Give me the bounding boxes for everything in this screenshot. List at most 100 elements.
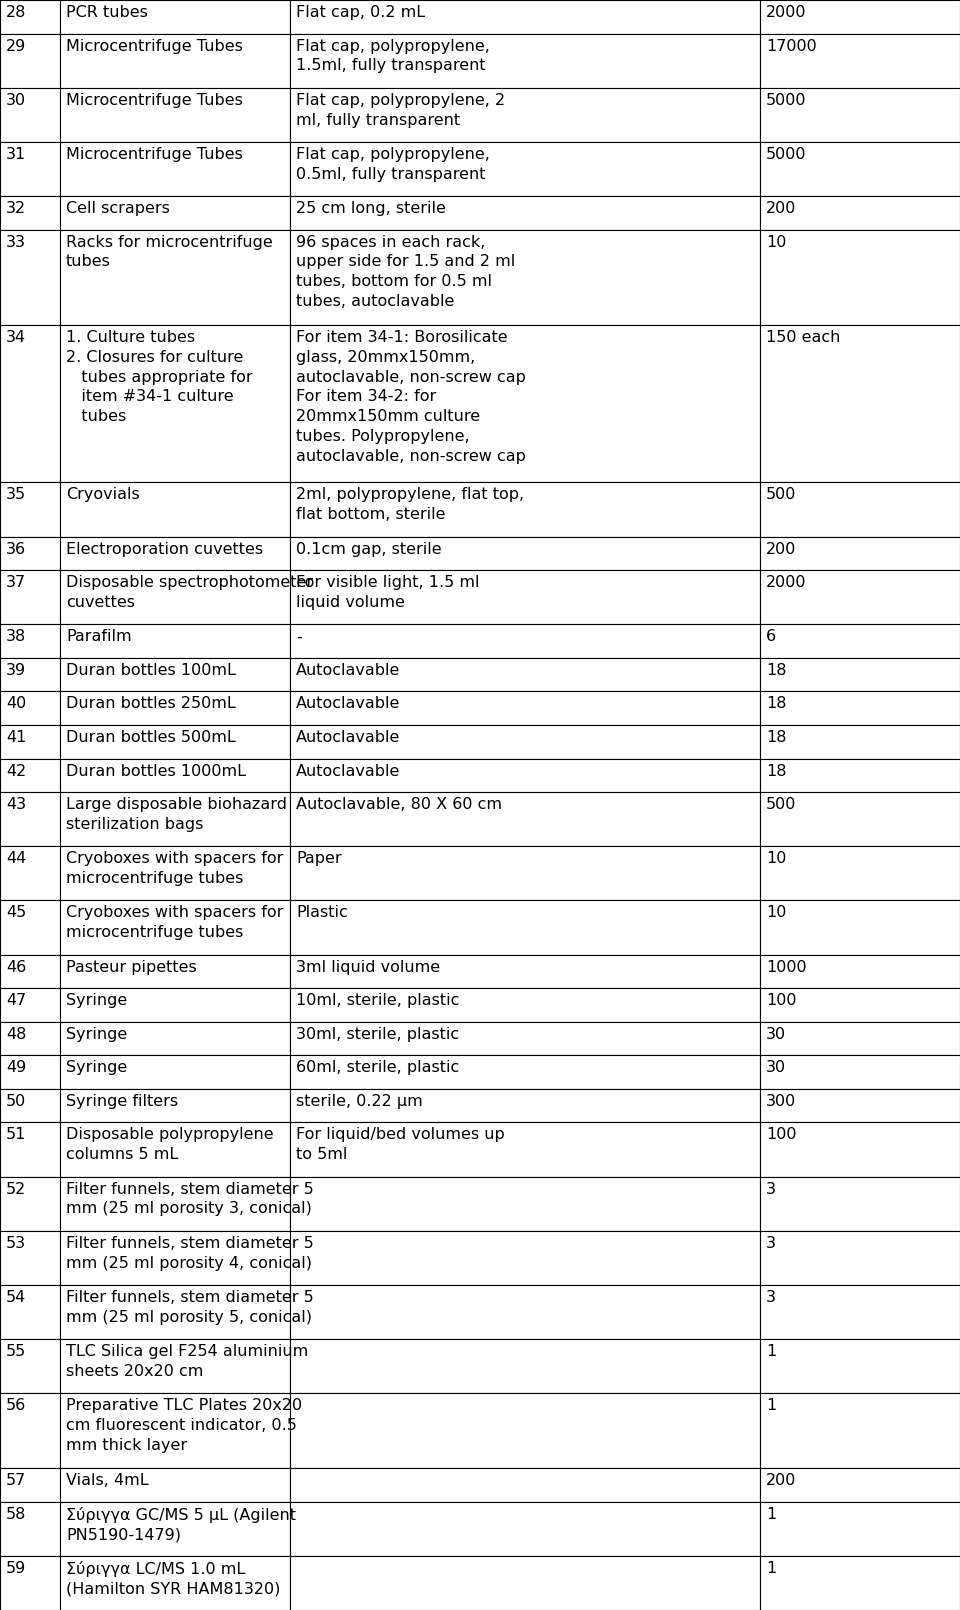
Bar bbox=[60, 1393, 290, 1468]
Bar bbox=[60, 989, 290, 1022]
Text: Microcentrifuge Tubes: Microcentrifuge Tubes bbox=[66, 39, 243, 53]
Text: 1: 1 bbox=[766, 1344, 777, 1359]
Bar bbox=[0, 658, 60, 691]
Text: 55: 55 bbox=[6, 1344, 26, 1359]
Text: 3: 3 bbox=[766, 1290, 776, 1306]
Bar bbox=[760, 1340, 960, 1393]
Bar bbox=[60, 1088, 290, 1122]
Text: 150 each: 150 each bbox=[766, 330, 840, 345]
Text: 47: 47 bbox=[6, 993, 26, 1008]
Text: 1000: 1000 bbox=[766, 960, 806, 974]
Bar bbox=[0, 1340, 60, 1393]
Text: Syringe: Syringe bbox=[66, 993, 128, 1008]
Bar bbox=[0, 724, 60, 758]
Bar bbox=[0, 1055, 60, 1088]
Bar bbox=[290, 1177, 760, 1230]
Text: 59: 59 bbox=[6, 1560, 26, 1576]
Text: 5000: 5000 bbox=[766, 147, 806, 163]
Text: 1: 1 bbox=[766, 1507, 777, 1521]
Text: 25 cm long, sterile: 25 cm long, sterile bbox=[296, 201, 445, 216]
Bar bbox=[0, 1555, 60, 1610]
Bar bbox=[60, 1022, 290, 1055]
Bar bbox=[0, 536, 60, 570]
Bar bbox=[60, 230, 290, 325]
Text: 1: 1 bbox=[766, 1560, 777, 1576]
Bar bbox=[290, 1088, 760, 1122]
Bar bbox=[760, 536, 960, 570]
Text: 18: 18 bbox=[766, 763, 786, 779]
Bar bbox=[760, 1122, 960, 1177]
Bar bbox=[290, 989, 760, 1022]
Bar bbox=[60, 196, 290, 230]
Bar bbox=[760, 1393, 960, 1468]
Bar bbox=[60, 87, 290, 142]
Bar bbox=[290, 0, 760, 34]
Bar bbox=[290, 724, 760, 758]
Bar bbox=[60, 1230, 290, 1285]
Bar bbox=[0, 989, 60, 1022]
Bar bbox=[290, 570, 760, 625]
Bar bbox=[290, 625, 760, 658]
Text: Flat cap, 0.2 mL: Flat cap, 0.2 mL bbox=[296, 5, 425, 19]
Text: 1. Culture tubes
2. Closures for culture
   tubes appropriate for
   item #34-1 : 1. Culture tubes 2. Closures for culture… bbox=[66, 330, 252, 425]
Text: -: - bbox=[296, 630, 301, 644]
Text: Filter funnels, stem diameter 5
mm (25 ml porosity 3, conical): Filter funnels, stem diameter 5 mm (25 m… bbox=[66, 1182, 314, 1216]
Bar bbox=[0, 325, 60, 483]
Bar bbox=[60, 1468, 290, 1502]
Text: For visible light, 1.5 ml
liquid volume: For visible light, 1.5 ml liquid volume bbox=[296, 575, 479, 610]
Text: 30: 30 bbox=[766, 1061, 786, 1075]
Bar bbox=[760, 758, 960, 792]
Text: Cryovials: Cryovials bbox=[66, 488, 140, 502]
Bar bbox=[760, 0, 960, 34]
Text: Flat cap, polypropylene,
0.5ml, fully transparent: Flat cap, polypropylene, 0.5ml, fully tr… bbox=[296, 147, 490, 182]
Text: Preparative TLC Plates 20x20
cm fluorescent indicator, 0.5
mm thick layer: Preparative TLC Plates 20x20 cm fluoresc… bbox=[66, 1397, 302, 1452]
Bar bbox=[60, 1122, 290, 1177]
Text: 10: 10 bbox=[766, 852, 786, 866]
Text: 60ml, sterile, plastic: 60ml, sterile, plastic bbox=[296, 1061, 459, 1075]
Text: 38: 38 bbox=[6, 630, 26, 644]
Text: 56: 56 bbox=[6, 1397, 26, 1414]
Text: Cryoboxes with spacers for
microcentrifuge tubes: Cryoboxes with spacers for microcentrifu… bbox=[66, 852, 283, 886]
Text: Duran bottles 250mL: Duran bottles 250mL bbox=[66, 697, 236, 712]
Bar bbox=[60, 325, 290, 483]
Bar bbox=[60, 758, 290, 792]
Bar bbox=[60, 0, 290, 34]
Text: Disposable spectrophotometer
cuvettes: Disposable spectrophotometer cuvettes bbox=[66, 575, 313, 610]
Text: 35: 35 bbox=[6, 488, 26, 502]
Text: 54: 54 bbox=[6, 1290, 26, 1306]
Text: 200: 200 bbox=[766, 201, 797, 216]
Bar bbox=[760, 1555, 960, 1610]
Bar bbox=[760, 1055, 960, 1088]
Bar bbox=[290, 955, 760, 989]
Bar bbox=[290, 536, 760, 570]
Bar bbox=[760, 230, 960, 325]
Text: 52: 52 bbox=[6, 1182, 26, 1196]
Text: 18: 18 bbox=[766, 697, 786, 712]
Text: 46: 46 bbox=[6, 960, 26, 974]
Text: Syringe: Syringe bbox=[66, 1027, 128, 1042]
Text: Cell scrapers: Cell scrapers bbox=[66, 201, 170, 216]
Bar bbox=[290, 1055, 760, 1088]
Text: 18: 18 bbox=[766, 663, 786, 678]
Text: 58: 58 bbox=[6, 1507, 26, 1521]
Text: Vials, 4mL: Vials, 4mL bbox=[66, 1473, 149, 1488]
Text: 40: 40 bbox=[6, 697, 26, 712]
Bar bbox=[760, 691, 960, 724]
Text: Filter funnels, stem diameter 5
mm (25 ml porosity 5, conical): Filter funnels, stem diameter 5 mm (25 m… bbox=[66, 1290, 314, 1325]
Bar bbox=[290, 1285, 760, 1340]
Text: Cryoboxes with spacers for
microcentrifuge tubes: Cryoboxes with spacers for microcentrifu… bbox=[66, 905, 283, 940]
Text: 37: 37 bbox=[6, 575, 26, 591]
Text: 41: 41 bbox=[6, 729, 26, 745]
Bar bbox=[290, 658, 760, 691]
Text: Pasteur pipettes: Pasteur pipettes bbox=[66, 960, 197, 974]
Text: Electroporation cuvettes: Electroporation cuvettes bbox=[66, 541, 263, 557]
Text: Syringe: Syringe bbox=[66, 1061, 128, 1075]
Bar bbox=[290, 1502, 760, 1555]
Text: 96 spaces in each rack,
upper side for 1.5 and 2 ml
tubes, bottom for 0.5 ml
tub: 96 spaces in each rack, upper side for 1… bbox=[296, 235, 516, 309]
Text: 500: 500 bbox=[766, 797, 797, 811]
Bar bbox=[0, 900, 60, 955]
Bar bbox=[0, 34, 60, 87]
Bar bbox=[760, 570, 960, 625]
Text: 2000: 2000 bbox=[766, 5, 806, 19]
Text: Autoclavable: Autoclavable bbox=[296, 729, 400, 745]
